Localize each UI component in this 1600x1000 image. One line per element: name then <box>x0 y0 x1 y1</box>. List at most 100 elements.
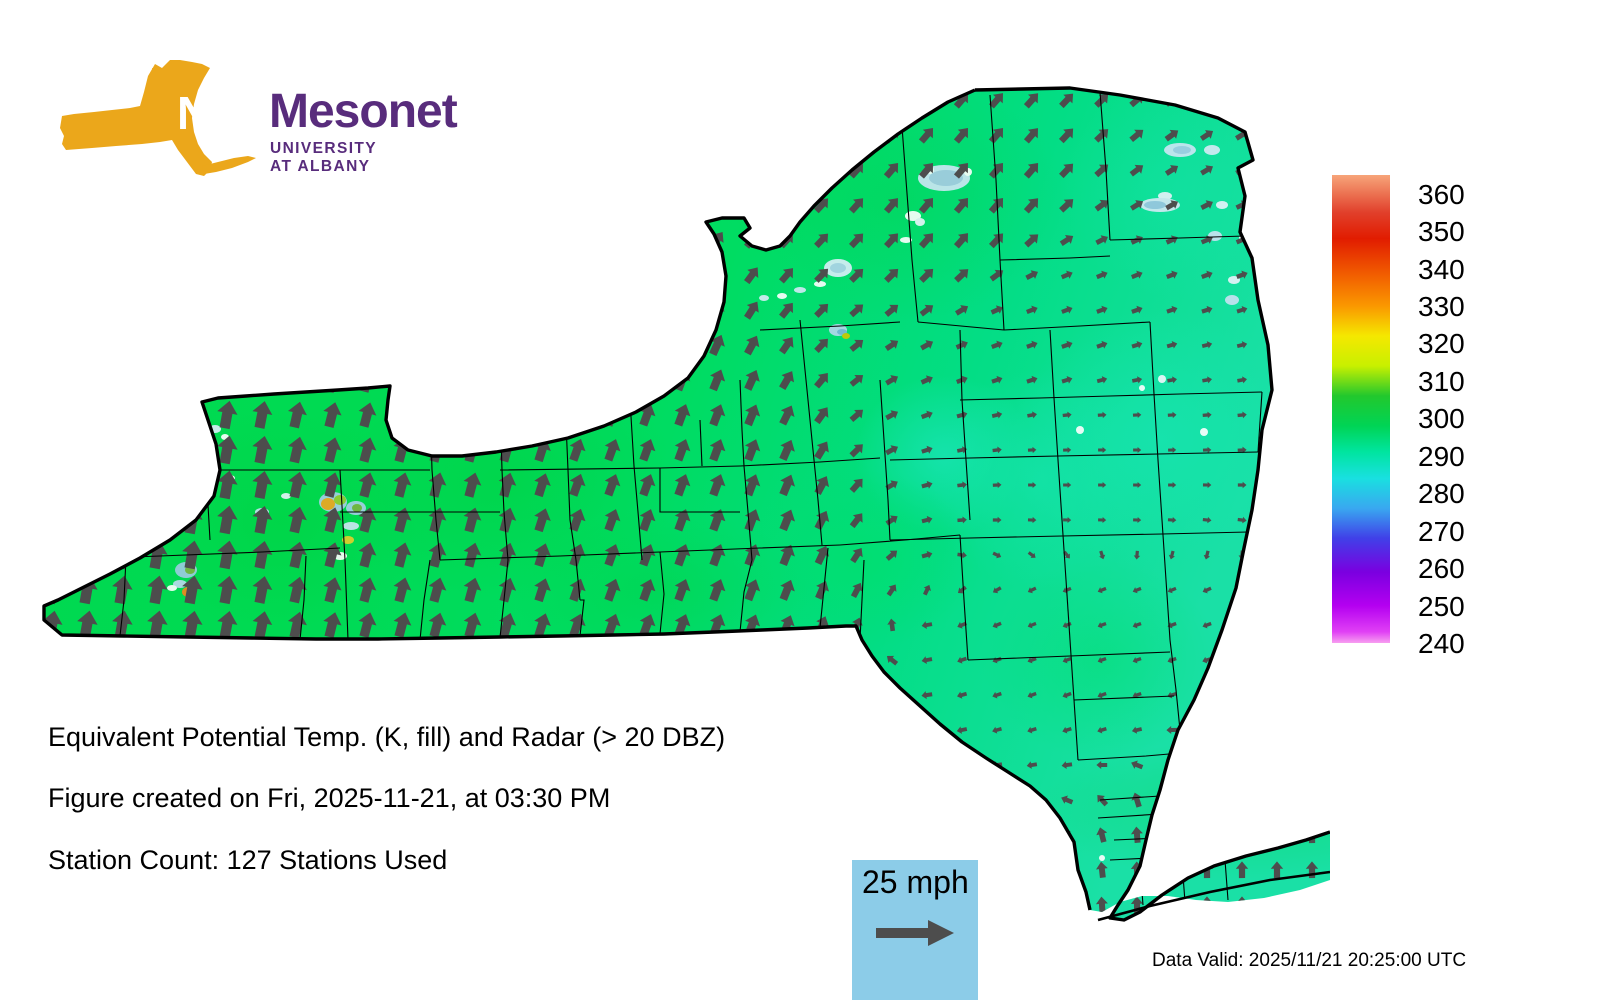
wind-vector-arrow <box>1200 791 1214 809</box>
wind-vector-arrow <box>495 260 520 289</box>
wind-vector-arrow <box>780 825 795 844</box>
wind-vector-arrow <box>44 119 65 150</box>
wind-vector-arrow <box>460 155 485 184</box>
wind-vector-arrow <box>74 88 100 115</box>
wind-vector-arrow <box>955 794 969 806</box>
colorbar-tick-labels: 360 350 340 330 320 310 300 290 280 270 260 250 240 <box>1418 175 1538 657</box>
wind-vector-arrow <box>1023 826 1040 843</box>
wind-vector-arrow <box>706 682 729 708</box>
wind-vector-arrow <box>921 725 933 735</box>
wind-vector-arrow <box>319 190 345 219</box>
wind-vector-arrow <box>249 88 275 115</box>
wind-vector-arrow <box>1200 826 1214 844</box>
wind-vector-arrow <box>109 259 135 290</box>
wind-vector-arrow <box>1271 340 1284 350</box>
wind-vector-arrow <box>636 822 658 847</box>
wind-vector-arrow <box>495 156 520 184</box>
wind-vector-arrow <box>846 123 868 146</box>
wind-vector-arrow <box>144 889 170 920</box>
wind-vector-arrow <box>635 646 659 673</box>
colorbar-tick-250: 250 <box>1418 590 1465 622</box>
wind-vector-arrow <box>1233 91 1251 109</box>
wind-vector-arrow <box>109 398 135 431</box>
wind-vector-arrow <box>600 366 624 393</box>
wind-vector-arrow <box>780 896 794 914</box>
wind-vector-arrow <box>319 88 345 114</box>
wind-vector-arrow <box>1272 516 1282 524</box>
wind-vector-arrow <box>779 790 795 809</box>
wind-vector-arrow <box>425 155 450 184</box>
wind-vector-arrow <box>74 189 100 220</box>
colorbar-gradient <box>1332 175 1390 643</box>
wind-key-label: 25 mph <box>862 864 969 900</box>
wind-vector-arrow <box>989 827 1005 843</box>
wind-vector-arrow <box>249 189 275 220</box>
wind-vector-arrow <box>565 226 589 253</box>
wind-vector-arrow <box>214 154 240 185</box>
wind-vector-arrow <box>109 643 135 676</box>
wind-vector-arrow <box>565 88 589 113</box>
wind-vector-arrow <box>425 295 450 324</box>
wind-vector-arrow <box>496 891 519 918</box>
wind-vector-arrow <box>214 364 240 395</box>
logo-mesonet-text: Mesonet <box>269 85 458 138</box>
wind-vector-arrow <box>74 328 100 361</box>
wind-vector-arrow <box>285 890 309 919</box>
wind-vector-arrow <box>566 821 589 848</box>
wind-vector-arrow <box>1235 756 1249 774</box>
wind-vector-arrow <box>284 294 310 325</box>
logo-nys-text: NYS <box>177 87 270 139</box>
wind-vector-arrow <box>1305 304 1319 316</box>
wind-vector-arrow <box>815 756 829 773</box>
wind-vector-arrow <box>44 328 65 361</box>
wind-vector-arrow <box>1270 304 1284 316</box>
wind-vector-arrow <box>355 750 380 779</box>
wind-vector-arrow <box>44 294 65 325</box>
wind-vector-arrow <box>144 294 170 325</box>
wind-vector-arrow <box>425 365 450 394</box>
wind-vector-arrow <box>672 858 692 881</box>
wind-vector-arrow <box>776 124 798 146</box>
wind-vector-arrow <box>671 158 694 182</box>
wind-vector-arrow <box>706 158 729 181</box>
wind-vector-arrow <box>109 88 135 115</box>
colorbar-tick-340: 340 <box>1418 253 1465 285</box>
wind-vector-arrow <box>742 753 762 776</box>
wind-vector-arrow <box>425 645 450 674</box>
station-count-label: Station Count: 127 Stations Used <box>48 845 448 875</box>
wind-vector-arrow <box>566 857 588 883</box>
wind-vector-arrow <box>956 760 968 770</box>
wind-vector-arrow <box>637 893 657 917</box>
wind-vector-arrow <box>425 400 450 429</box>
wind-vector-arrow <box>530 680 554 709</box>
wind-vector-arrow <box>1304 198 1320 212</box>
wind-vector-arrow <box>390 88 415 114</box>
wind-vector-arrow <box>179 433 205 466</box>
figure-created-timestamp: Figure created on Fri, 2025-11-21, at 03… <box>48 783 611 813</box>
wind-vector-arrow <box>706 752 728 777</box>
wind-vector-arrow <box>214 749 240 780</box>
wind-vector-arrow <box>109 119 135 150</box>
wind-vector-arrow <box>811 124 833 146</box>
wind-vector-arrow <box>390 365 415 394</box>
wind-vector-arrow <box>565 681 589 709</box>
wind-vector-arrow <box>144 224 170 255</box>
wind-vector-arrow <box>1271 585 1283 595</box>
colorbar <box>1332 175 1390 643</box>
wind-vector-arrow <box>1307 445 1318 455</box>
wind-vector-arrow <box>600 261 624 288</box>
wind-vector-arrow <box>530 645 554 674</box>
colorbar-tick-320: 320 <box>1418 328 1465 360</box>
wind-vector-arrow <box>670 331 694 358</box>
wind-vector-arrow <box>1270 756 1284 774</box>
wind-vector-arrow <box>180 890 205 920</box>
wind-vector-arrow <box>850 651 864 668</box>
wind-vector-arrow <box>884 723 900 737</box>
wind-vector-arrow <box>460 680 485 709</box>
wind-vector-arrow <box>565 296 589 324</box>
wind-vector-arrow <box>1269 127 1286 143</box>
wind-vector-arrow <box>460 330 485 359</box>
wind-vector-arrow <box>1272 481 1282 489</box>
wind-vector-arrow <box>44 749 65 780</box>
wind-vector-arrow <box>1305 791 1319 809</box>
